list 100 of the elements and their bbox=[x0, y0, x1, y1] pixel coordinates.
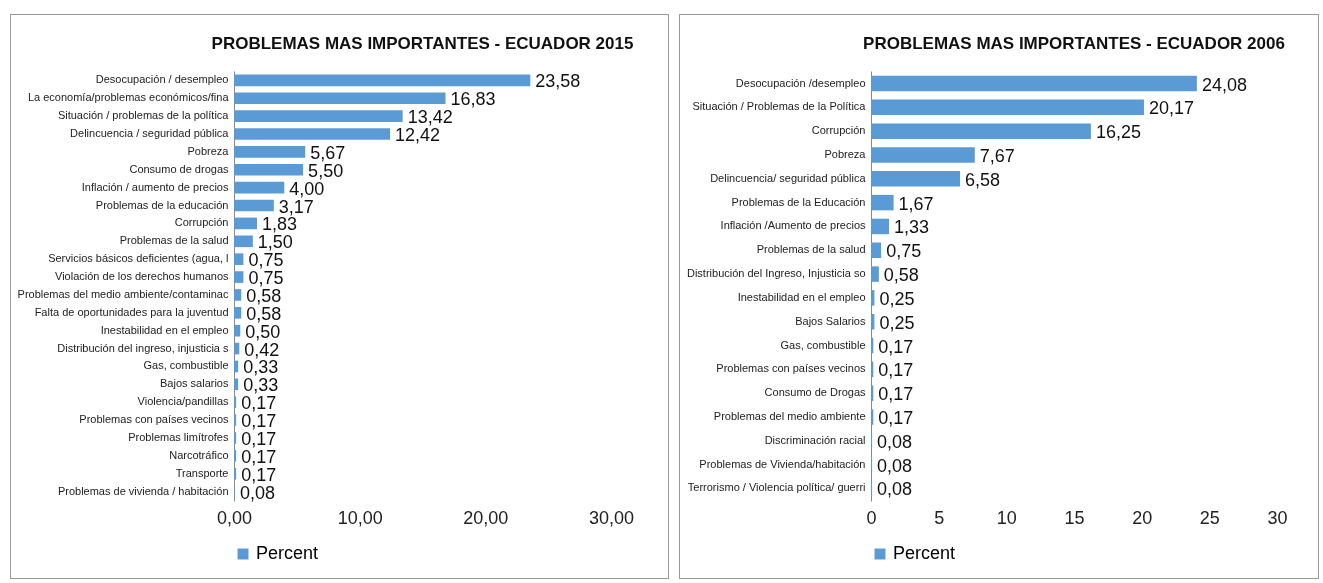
bar bbox=[234, 467, 237, 480]
data-label: 24,08 bbox=[1201, 74, 1247, 95]
y-tick-label: Desocupación /desempleo bbox=[735, 76, 866, 89]
data-label: 13,42 bbox=[407, 107, 453, 128]
chart-title: PROBLEMAS MAS IMPORTANTES - ECUADOR 2015 bbox=[211, 34, 634, 53]
data-label: 0,08 bbox=[877, 455, 913, 476]
bar bbox=[234, 360, 239, 373]
chart-title: PROBLEMAS MAS IMPORTANTES - ECUADOR 2006 bbox=[863, 34, 1285, 53]
data-label: 0,08 bbox=[877, 479, 913, 500]
y-tick-label: Violación de los derechos humanos bbox=[55, 270, 229, 283]
x-tick-label: 5 bbox=[934, 507, 945, 528]
y-tick-label: Bajos Salarios bbox=[795, 314, 866, 327]
y-tick-label: Narcotráfico bbox=[169, 448, 229, 461]
bar bbox=[234, 128, 391, 140]
legend-label: Percent bbox=[893, 543, 956, 563]
y-tick-label: Transporte bbox=[175, 466, 229, 479]
y-tick-label: Situación / Problemas de la Política bbox=[692, 100, 867, 113]
bar bbox=[234, 271, 244, 283]
bar bbox=[234, 110, 403, 122]
y-tick-label: Problemas de la educación bbox=[95, 198, 229, 211]
x-tick-label: 10 bbox=[996, 507, 1017, 528]
data-label: 1,33 bbox=[894, 217, 930, 238]
data-label: 0,25 bbox=[879, 312, 915, 333]
bar bbox=[234, 74, 531, 87]
x-tick-label: 30 bbox=[1267, 507, 1288, 528]
data-label: 0,58 bbox=[883, 265, 919, 286]
y-tick-label: Inflación /Aumento de precios bbox=[720, 219, 866, 232]
bar bbox=[234, 414, 237, 426]
x-tick-label: 10,00 bbox=[337, 507, 383, 528]
y-tick-label: La economía/problemas económicos/fina bbox=[27, 91, 230, 104]
bar bbox=[871, 266, 879, 282]
data-label: 0,17 bbox=[241, 411, 277, 432]
bar bbox=[871, 242, 882, 259]
y-tick-label: Discriminación racial bbox=[764, 433, 866, 446]
data-label: 7,67 bbox=[979, 145, 1015, 166]
y-tick-label: Delincuencia/ seguridad pública bbox=[710, 171, 867, 184]
y-tick-label: Inestabilidad en el empleo bbox=[737, 290, 866, 303]
bar bbox=[234, 146, 306, 158]
x-tick-label: 0,00 bbox=[216, 507, 253, 528]
bar bbox=[234, 289, 242, 301]
bar bbox=[871, 75, 1197, 92]
y-tick-label: Problemas con países vecinos bbox=[716, 362, 866, 375]
data-label: 0,75 bbox=[248, 268, 284, 289]
y-tick-label: Falta de oportunidades para la juventud bbox=[34, 305, 229, 318]
y-tick-label: Problemas del medio ambiente/contaminac bbox=[17, 287, 229, 300]
bar bbox=[234, 217, 257, 230]
bar bbox=[234, 396, 237, 409]
y-tick-label: Problemas con países vecinos bbox=[79, 413, 229, 426]
y-tick-label: Situación / problemas de la política bbox=[57, 109, 230, 122]
data-label: 1,67 bbox=[898, 193, 934, 214]
y-tick-label: Problemas de la salud bbox=[119, 234, 229, 247]
data-label: 20,17 bbox=[1148, 98, 1195, 119]
y-tick-label: Violencia/pandillas bbox=[137, 395, 229, 408]
data-label: 0,08 bbox=[877, 431, 913, 452]
y-tick-label: Problemas de Vivienda/habitación bbox=[699, 457, 866, 470]
bar bbox=[234, 235, 253, 248]
y-tick-label: Consumo de Drogas bbox=[764, 386, 866, 399]
y-tick-label: Consumo de drogas bbox=[129, 162, 229, 175]
data-label: 16,83 bbox=[450, 89, 496, 110]
bar bbox=[871, 290, 875, 306]
x-tick-label: 15 bbox=[1064, 507, 1085, 528]
y-tick-label: Bajos salarios bbox=[160, 377, 229, 390]
bar bbox=[871, 218, 889, 235]
y-tick-label: Pobreza bbox=[187, 144, 230, 157]
data-label: 23,58 bbox=[535, 71, 581, 92]
x-tick-label: 30,00 bbox=[588, 507, 635, 528]
data-label: 0,75 bbox=[886, 241, 922, 262]
bar bbox=[234, 181, 285, 194]
data-label: 0,17 bbox=[878, 336, 914, 357]
x-tick-label: 20 bbox=[1132, 507, 1153, 528]
y-tick-label: Inflación / aumento de precios bbox=[81, 180, 229, 193]
y-tick-label: Distribución del ingreso, injusticia s bbox=[57, 341, 229, 354]
y-tick-label: Problemas de vivienda / habitación bbox=[57, 484, 229, 497]
bar bbox=[871, 147, 975, 163]
data-label: 0,75 bbox=[248, 250, 284, 271]
bar bbox=[234, 342, 240, 355]
y-tick-label: Distribución del Ingreso, Injusticia so bbox=[686, 267, 866, 280]
y-tick-label: Desocupación / desempleo bbox=[95, 73, 229, 86]
data-label: 1,50 bbox=[257, 232, 293, 253]
y-tick-label: Problemas limítrofes bbox=[128, 430, 229, 443]
y-tick-label: Pobreza bbox=[824, 147, 867, 160]
data-label: 0,17 bbox=[241, 393, 277, 414]
y-tick-label: Servicios básicos deficientes (agua, l bbox=[48, 252, 229, 265]
bar bbox=[871, 123, 1091, 139]
y-tick-label: Problemas de la Educación bbox=[731, 195, 866, 208]
y-tick-label: Corrupción bbox=[811, 124, 866, 137]
data-label: 0,33 bbox=[243, 375, 279, 396]
x-tick-label: 20,00 bbox=[463, 507, 509, 528]
x-tick-label: 25 bbox=[1199, 507, 1220, 528]
x-tick-label: 0 bbox=[866, 507, 877, 528]
bar bbox=[234, 432, 237, 444]
data-label: 6,58 bbox=[965, 169, 1001, 190]
y-tick-label: Gas, combustible bbox=[143, 359, 229, 372]
data-label: 5,67 bbox=[310, 142, 346, 163]
y-tick-label: Terrorismo / Violencia política/ guerri bbox=[687, 481, 866, 494]
data-label: 0,25 bbox=[879, 288, 915, 309]
data-label: 0,17 bbox=[878, 360, 914, 381]
bar bbox=[234, 307, 242, 319]
data-label: 0,17 bbox=[878, 384, 914, 405]
y-tick-label: Problemas de la salud bbox=[756, 243, 866, 256]
